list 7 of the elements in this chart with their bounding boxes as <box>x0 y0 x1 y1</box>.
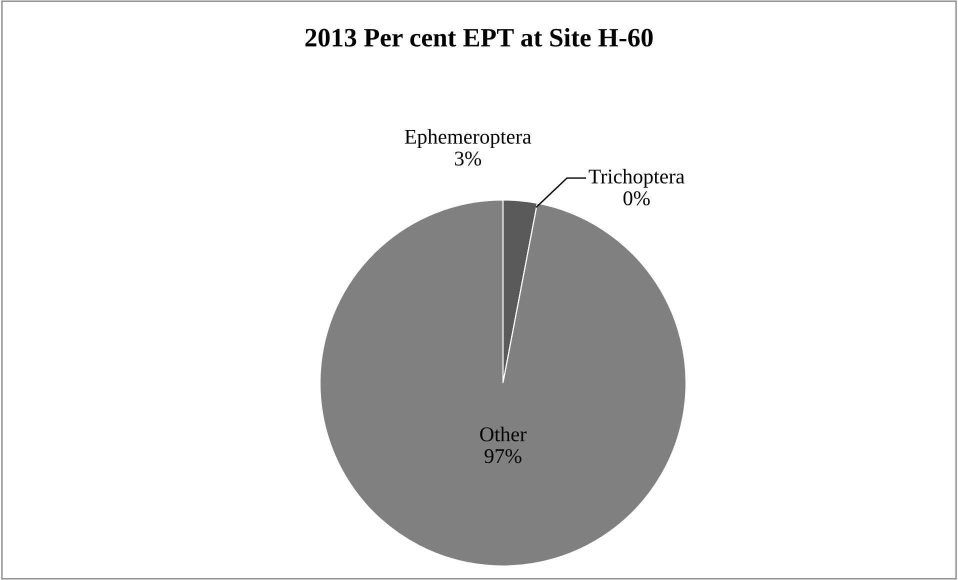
text: 0% <box>624 191 650 206</box>
slice-label: Ephemeroptera <box>404 129 532 148</box>
chart-title: 2013 Per cent EPT at Site H-60 <box>305 28 653 47</box>
data-label: 3% <box>455 152 482 166</box>
data-label: 97% <box>484 449 522 464</box>
slice-label: Other <box>480 426 527 442</box>
legend-label: Trichoptera <box>588 168 685 188</box>
